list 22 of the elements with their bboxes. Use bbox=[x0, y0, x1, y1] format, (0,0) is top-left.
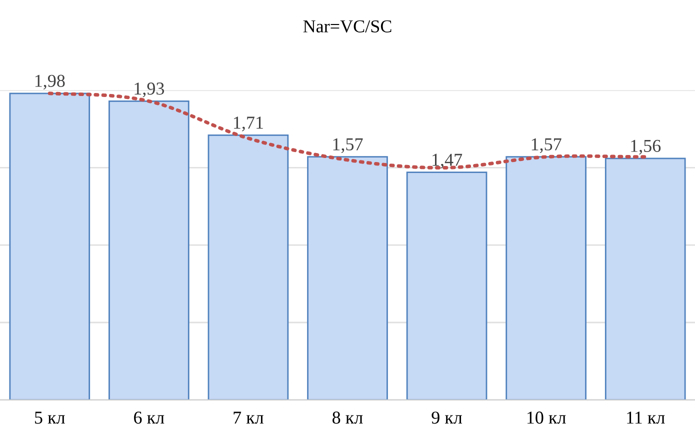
x-tick-label: 7 кл bbox=[234, 412, 264, 424]
data-label: 1,57 bbox=[532, 138, 562, 154]
data-label: 1,47 bbox=[432, 154, 462, 168]
data-label: 1,71 bbox=[234, 116, 263, 132]
data-label: 1,93 bbox=[134, 82, 164, 98]
bar bbox=[506, 156, 586, 400]
x-tick-label: 8 кл bbox=[332, 412, 363, 424]
bar bbox=[108, 100, 190, 400]
bar bbox=[307, 156, 388, 400]
data-label: 1,56 bbox=[631, 140, 661, 155]
x-tick-label: 10 кл bbox=[527, 412, 566, 424]
x-tick-label: 11 кл bbox=[627, 412, 665, 424]
data-label: 1,98 bbox=[35, 74, 65, 90]
x-tick-label: 5 кл bbox=[35, 412, 65, 424]
bar bbox=[9, 92, 90, 400]
x-tick-label: 9 кл bbox=[432, 412, 462, 424]
data-label: 1,57 bbox=[333, 138, 363, 154]
bar bbox=[208, 134, 289, 400]
chart-title: Nar=VC/SC bbox=[303, 20, 392, 33]
bar bbox=[406, 172, 488, 400]
x-tick-label: 6 кл bbox=[134, 412, 164, 424]
bar bbox=[604, 158, 686, 400]
